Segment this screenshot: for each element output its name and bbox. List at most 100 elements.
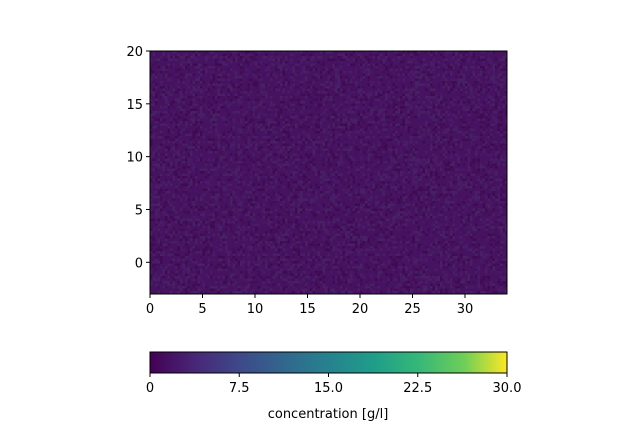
heatmap-cell (322, 83, 325, 86)
heatmap-cell (432, 176, 435, 179)
heatmap-cell (195, 198, 198, 201)
heatmap-cell (407, 166, 410, 169)
heatmap-cell (290, 148, 293, 151)
heatmap-cell (320, 91, 323, 94)
heatmap-cell (367, 121, 370, 124)
heatmap-cell (420, 58, 423, 61)
heatmap-cell (437, 131, 440, 134)
heatmap-cell (237, 156, 240, 159)
heatmap-cell (267, 98, 270, 101)
heatmap-cell (197, 181, 200, 184)
heatmap-cell (420, 201, 423, 204)
heatmap-cell (467, 76, 470, 79)
heatmap-cell (430, 136, 433, 139)
heatmap-cell (237, 208, 240, 211)
heatmap-cell (412, 186, 415, 189)
heatmap-cell (365, 51, 368, 54)
heatmap-cell (260, 188, 263, 191)
heatmap-cell (407, 98, 410, 101)
heatmap-cell (340, 68, 343, 71)
heatmap-cell (377, 68, 380, 71)
heatmap-cell (452, 183, 455, 186)
heatmap-cell (490, 98, 493, 101)
heatmap-cell (165, 203, 168, 206)
heatmap-cell (332, 173, 335, 176)
heatmap-cell (315, 88, 318, 91)
heatmap-cell (377, 183, 380, 186)
heatmap-cell (422, 71, 425, 74)
heatmap-cell (385, 71, 388, 74)
heatmap-cell (165, 76, 168, 79)
heatmap-cell (257, 121, 260, 124)
heatmap-cell (302, 128, 305, 131)
heatmap-cell (245, 141, 248, 144)
heatmap-cell (392, 116, 395, 119)
heatmap-cell (297, 133, 300, 136)
heatmap-cell (160, 163, 163, 166)
heatmap-cell (380, 126, 383, 129)
heatmap-cell (325, 146, 328, 149)
heatmap-cell (440, 193, 443, 196)
heatmap-cell (230, 61, 233, 64)
heatmap-cell (400, 56, 403, 59)
heatmap-cell (332, 126, 335, 129)
heatmap-cell (300, 181, 303, 184)
heatmap-cell (292, 116, 295, 119)
heatmap-cell (295, 176, 298, 179)
heatmap-cell (425, 66, 428, 69)
heatmap-cell (160, 198, 163, 201)
heatmap-cell (262, 118, 265, 121)
heatmap-cell (392, 88, 395, 91)
heatmap-cell (160, 178, 163, 181)
heatmap-cell (227, 98, 230, 101)
heatmap-cell (445, 156, 448, 159)
heatmap-cell (337, 201, 340, 204)
heatmap-cell (365, 146, 368, 149)
heatmap-cell (275, 68, 278, 71)
heatmap-cell (370, 126, 373, 129)
heatmap-cell (182, 88, 185, 91)
heatmap-cell (342, 161, 345, 164)
heatmap-cell (362, 141, 365, 144)
heatmap-cell (327, 98, 330, 101)
heatmap-cell (182, 206, 185, 209)
heatmap-cell (277, 138, 280, 141)
heatmap-cell (300, 116, 303, 119)
heatmap-cell (315, 98, 318, 101)
heatmap-cell (345, 53, 348, 56)
heatmap-cell (237, 181, 240, 184)
heatmap-cell (275, 208, 278, 211)
heatmap-cell (275, 131, 278, 134)
heatmap-cell (197, 113, 200, 116)
heatmap-cell (290, 116, 293, 119)
heatmap-cell (297, 86, 300, 89)
heatmap-cell (397, 73, 400, 76)
heatmap-cell (235, 161, 238, 164)
heatmap-cell (220, 61, 223, 64)
heatmap-cell (335, 146, 338, 149)
heatmap-cell (165, 171, 168, 174)
heatmap-cell (197, 146, 200, 149)
heatmap-cell (297, 73, 300, 76)
heatmap-cell (357, 193, 360, 196)
heatmap-cell (152, 146, 155, 149)
heatmap-cell (320, 141, 323, 144)
heatmap-cell (167, 128, 170, 131)
heatmap-cell (410, 81, 413, 84)
heatmap-cell (325, 176, 328, 179)
heatmap-cell (370, 196, 373, 199)
heatmap-cell (465, 121, 468, 124)
heatmap-cell (480, 153, 483, 156)
heatmap-cell (200, 168, 203, 171)
heatmap-cell (235, 61, 238, 64)
heatmap-cell (197, 88, 200, 91)
heatmap-cell (345, 126, 348, 129)
heatmap-cell (385, 113, 388, 116)
heatmap-cell (297, 136, 300, 139)
heatmap-cell (155, 118, 158, 121)
heatmap-cell (427, 191, 430, 194)
heatmap-cell (255, 206, 258, 209)
heatmap-cell (327, 186, 330, 189)
heatmap-cell (220, 156, 223, 159)
heatmap-cell (375, 201, 378, 204)
